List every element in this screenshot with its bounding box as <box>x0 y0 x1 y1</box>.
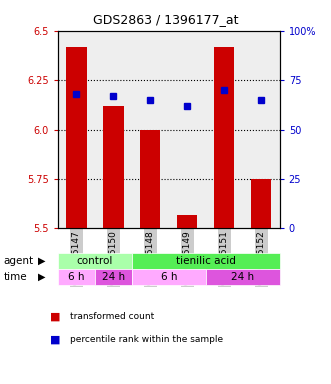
Text: control: control <box>77 256 113 266</box>
Bar <box>251 179 271 228</box>
Text: 6 h: 6 h <box>68 272 85 282</box>
Bar <box>214 46 234 228</box>
Bar <box>103 106 123 228</box>
Text: ▶: ▶ <box>38 256 45 266</box>
Text: 24 h: 24 h <box>102 272 125 282</box>
Text: agent: agent <box>3 256 33 266</box>
Text: GDS2863 / 1396177_at: GDS2863 / 1396177_at <box>93 13 238 26</box>
Bar <box>140 130 161 228</box>
Bar <box>66 46 87 228</box>
Text: ■: ■ <box>50 312 60 322</box>
Text: transformed count: transformed count <box>70 312 154 321</box>
Text: ■: ■ <box>50 335 60 345</box>
Text: time: time <box>3 272 27 282</box>
Text: 6 h: 6 h <box>161 272 177 282</box>
Bar <box>177 215 198 228</box>
Text: 24 h: 24 h <box>231 272 254 282</box>
Text: tienilic acid: tienilic acid <box>176 256 236 266</box>
Text: percentile rank within the sample: percentile rank within the sample <box>70 335 223 344</box>
Text: ▶: ▶ <box>38 272 45 282</box>
